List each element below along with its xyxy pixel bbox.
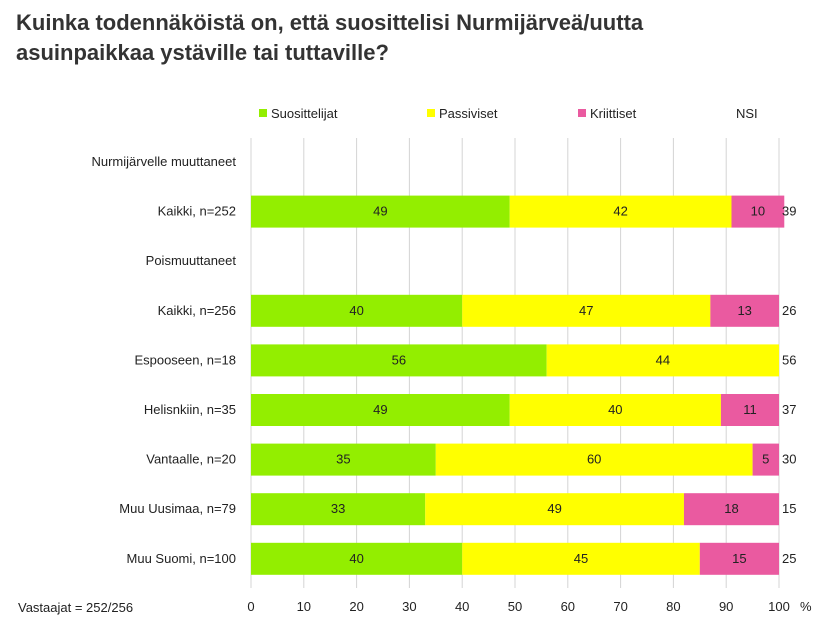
data-label: 35 — [336, 452, 350, 467]
x-tick-label: 80 — [666, 599, 680, 614]
x-tick-label: 50 — [508, 599, 522, 614]
x-tick-label: 0 — [247, 599, 254, 614]
legend-swatch-suosittelijat — [259, 109, 267, 117]
x-axis-unit: % — [800, 599, 812, 614]
x-tick-label: 20 — [349, 599, 363, 614]
category-label: Muu Uusimaa, n=79 — [119, 501, 236, 516]
bar-segment-kriittiset — [731, 195, 785, 228]
category-label: Kaikki, n=256 — [158, 303, 236, 318]
data-label: 40 — [349, 551, 363, 566]
data-label: 5 — [762, 452, 769, 467]
nsi-value: 26 — [782, 303, 796, 318]
group-label: Nurmijärvelle muuttaneet — [91, 154, 236, 169]
legend-label-suosittelijat: Suosittelijat — [271, 106, 338, 121]
nsi-value: 39 — [782, 204, 796, 219]
x-tick-label: 10 — [297, 599, 311, 614]
chart-title-line-1: Kuinka todennäköistä on, että suositteli… — [16, 10, 644, 35]
legend-label-kriittiset: Kriittiset — [590, 106, 637, 121]
bar-segment-kriittiset — [699, 542, 779, 575]
bar-segment-kriittiset — [752, 443, 779, 476]
x-tick-label: 40 — [455, 599, 469, 614]
bar-segment-passiviset — [546, 344, 779, 377]
nsi-value: 30 — [782, 452, 796, 467]
bar-segment-passiviset — [509, 195, 732, 228]
category-label: Kaikki, n=252 — [158, 204, 236, 219]
data-label: 49 — [373, 204, 387, 219]
data-label: 33 — [331, 501, 345, 516]
bar-segment-suosittelijat — [251, 195, 510, 228]
x-tick-label: 70 — [613, 599, 627, 614]
nsi-value: 56 — [782, 352, 796, 367]
legend-swatch-passiviset — [427, 109, 435, 117]
data-label: 49 — [373, 402, 387, 417]
nsi-value: 15 — [782, 501, 796, 516]
data-label: 60 — [587, 452, 601, 467]
category-label: Vantaalle, n=20 — [146, 452, 236, 467]
data-label: 18 — [724, 501, 738, 516]
data-label: 13 — [737, 303, 751, 318]
bar-segment-kriittiset — [720, 394, 779, 426]
data-label: 45 — [574, 551, 588, 566]
bar-segment-passiviset — [435, 443, 753, 476]
bar-segment-passiviset — [425, 493, 684, 526]
bar-segment-kriittiset — [683, 493, 779, 526]
bar-segment-kriittiset — [710, 294, 779, 327]
data-label: 56 — [392, 352, 406, 367]
bar-segment-suosittelijat — [251, 443, 436, 476]
respondents-footnote: Vastaajat = 252/256 — [18, 600, 134, 615]
x-tick-label: 60 — [561, 599, 575, 614]
data-label: 10 — [751, 204, 765, 219]
category-label: Espooseen, n=18 — [134, 352, 236, 367]
data-label: 44 — [656, 352, 670, 367]
bar-segment-suosittelijat — [251, 294, 463, 327]
bar-segment-suosittelijat — [251, 394, 510, 426]
data-label: 40 — [349, 303, 363, 318]
legend-label-passiviset: Passiviset — [439, 106, 498, 121]
nsi-value: 37 — [782, 402, 796, 417]
data-label: 15 — [732, 551, 746, 566]
x-tick-label: 90 — [719, 599, 733, 614]
bar-segment-suosittelijat — [251, 344, 547, 377]
category-label: Helisnkiin, n=35 — [144, 402, 236, 417]
bar-segment-passiviset — [462, 542, 700, 575]
data-label: 40 — [608, 402, 622, 417]
bar-segment-suosittelijat — [251, 493, 426, 526]
chart-title: Kuinka todennäköistä on, että suositteli… — [16, 8, 816, 68]
group-label: Poismuuttaneet — [146, 253, 237, 268]
data-label: 49 — [547, 501, 561, 516]
nsi-value: 25 — [782, 551, 796, 566]
category-label: Muu Suomi, n=100 — [127, 551, 236, 566]
bar-segment-suosittelijat — [251, 542, 463, 575]
data-label: 11 — [743, 402, 757, 417]
data-label: 42 — [613, 204, 627, 219]
x-tick-label: 100 — [768, 599, 790, 614]
data-label: 47 — [579, 303, 593, 318]
legend-swatch-kriittiset — [578, 109, 586, 117]
bar-segment-passiviset — [462, 294, 711, 327]
legend-label-nsi: NSI — [736, 106, 758, 121]
chart-title-line-2: asuinpaikkaa ystäville tai tuttaville? — [16, 40, 389, 65]
bar-segment-passiviset — [509, 394, 721, 426]
x-tick-label: 30 — [402, 599, 416, 614]
